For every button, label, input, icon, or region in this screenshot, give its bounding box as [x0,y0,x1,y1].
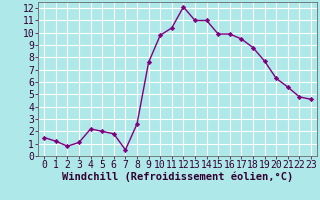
X-axis label: Windchill (Refroidissement éolien,°C): Windchill (Refroidissement éolien,°C) [62,172,293,182]
